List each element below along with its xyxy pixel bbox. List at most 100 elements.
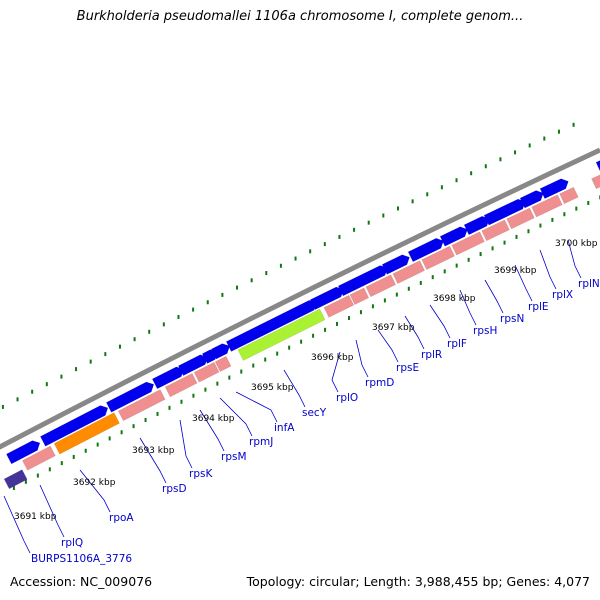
leader-line [484,279,504,314]
gene-block [40,405,109,447]
gene-block [323,294,355,318]
gene-block [349,287,370,305]
tick-dot [24,479,27,484]
gene-label-rplx[interactable]: rplX [552,289,573,301]
gene-label-rpmd[interactable]: rpmD [365,377,394,389]
kbp-label: 3694 kbp [192,414,235,424]
leader-line [404,315,425,350]
gene-block [164,373,198,398]
kbp-label: 3699 kbp [494,266,537,276]
tick-dot [443,269,446,274]
gene-block [381,254,410,275]
gene-block [407,238,444,263]
tick-dot [12,486,15,491]
tick-dot [60,374,63,379]
tick-dot [96,442,99,447]
tick-dot [228,375,231,380]
gene-label-rpmj[interactable]: rpmJ [249,436,273,448]
tick-dot [204,387,207,392]
gene-label-infa[interactable]: infA [274,422,295,434]
tick-dot [484,164,487,169]
tick-dot [395,292,398,297]
tick-dot [118,344,121,349]
tick-dot [108,436,111,441]
accession-text: Accession: NC_009076 [10,574,153,589]
tick-dot [419,280,422,285]
kbp-label: 3692 kbp [73,478,116,488]
tick-dot [572,122,575,127]
tick-dot [75,367,78,372]
gene-block [365,274,397,298]
gene-label-rplf[interactable]: rplF [447,338,467,350]
tick-dot [45,382,48,387]
tick-dot [455,178,458,183]
gene-block [193,361,220,383]
gene-block [451,231,485,256]
leader-line [429,304,451,339]
gene-block [214,355,232,372]
tick-dot [240,369,243,374]
gene-block [559,186,579,205]
gene-block [117,389,166,422]
kbp-labels: 3691 kbp 3692 kbp 3693 kbp 3694 kbp 3695… [14,239,598,522]
tick-dot [470,171,473,176]
tick-dot [551,217,554,222]
gene-label-rpsm[interactable]: rpsM [221,451,247,463]
tick-dot [236,285,239,290]
tick-dot [431,275,434,280]
gene-block [237,308,326,361]
tick-dot [371,304,374,309]
tick-dot [514,150,517,155]
gene-label-rplq[interactable]: rplQ [61,537,83,549]
tick-dot [359,310,362,315]
tick-dot [336,321,339,326]
tick-dot [192,307,195,312]
leader-line [539,249,557,290]
gene-label-rpsk[interactable]: rpsK [189,468,213,480]
leader-line [331,351,341,393]
tick-dot [557,129,560,134]
gene-label-burps1106a-3776[interactable]: BURPS1106A_3776 [31,553,132,565]
gene-label-rple[interactable]: rplE [528,301,549,313]
gene-label-rplr[interactable]: rplR [421,349,442,361]
gene-label-secy[interactable]: secY [302,407,327,419]
tick-dot [192,393,195,398]
tick-dot [168,405,171,410]
tick-dot [250,278,253,283]
tick-dot [133,337,136,342]
gene-block [506,207,535,230]
tick-dot [120,430,123,435]
leader-line [235,391,278,423]
gene-block [105,381,155,413]
tick-dot [206,300,209,305]
tick-dot [587,200,590,205]
tick-dot [72,454,75,459]
tick-dot [104,352,107,357]
leader-line [3,495,31,554]
tick-dot [324,327,327,332]
gene-label-rpoa[interactable]: rpoA [109,512,134,524]
gene-label-rpln[interactable]: rplN [578,278,600,290]
tick-dot [265,271,268,276]
tick-dot [221,292,224,297]
chromosome-backbone [0,147,600,450]
gene-label-rplo[interactable]: rplO [336,392,358,404]
tick-dot [312,333,315,338]
kbp-label: 3696 kbp [311,353,354,363]
tick-dot [177,314,180,319]
gene-block [3,469,28,490]
gene-label-rpsn[interactable]: rpsN [500,313,524,325]
gene-block [392,260,425,284]
tick-dot [16,397,19,402]
tick-dot [300,339,303,344]
gene-block [539,178,569,199]
kbp-label: 3698 kbp [433,294,476,304]
gene-label-rpse[interactable]: rpsE [396,362,419,374]
gene-block [421,245,455,270]
gene-label-rpsd[interactable]: rpsD [162,483,187,495]
gene-block [6,440,41,465]
gene-label-rpsh[interactable]: rpsH [473,325,497,337]
leader-line [514,264,533,302]
leader-line [355,339,369,378]
